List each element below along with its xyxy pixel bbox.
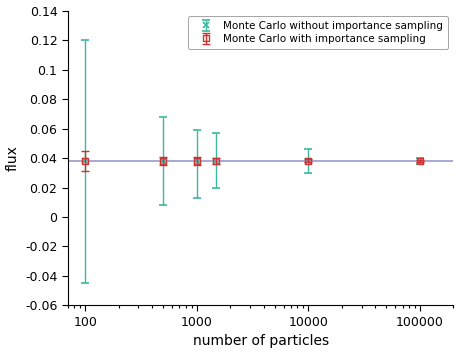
X-axis label: number of particles: number of particles [193,335,329,348]
Y-axis label: flux: flux [6,145,20,171]
Legend: Monte Carlo without importance sampling, Monte Carlo with importance sampling: Monte Carlo without importance sampling,… [188,16,448,49]
